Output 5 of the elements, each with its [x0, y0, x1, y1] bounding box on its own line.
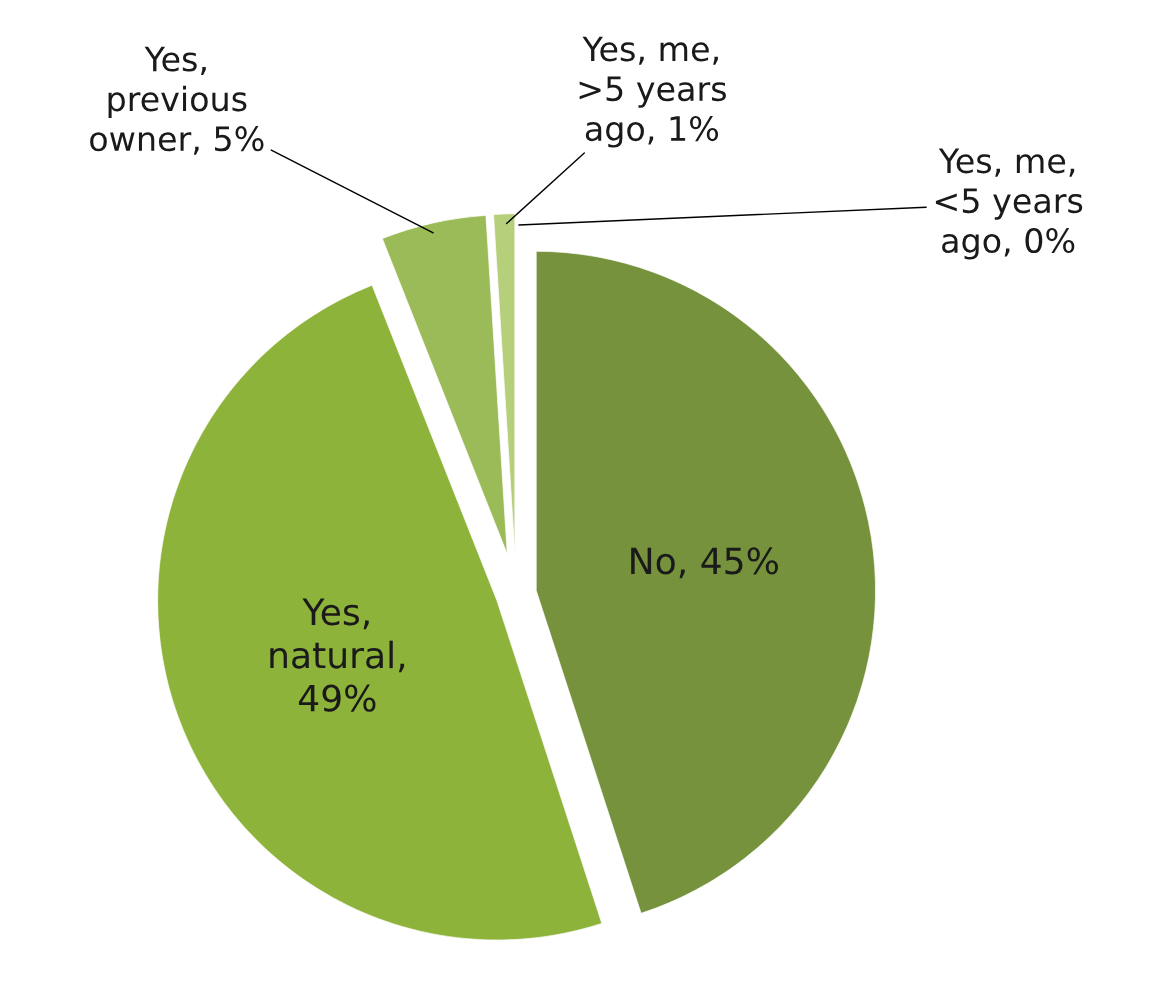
slice-label: Yes, me, >5 years ago, 1%	[579, 36, 726, 148]
slice-label: No, 45%	[631, 547, 778, 579]
slice-label: Yes, natural, 49%	[270, 598, 405, 712]
slice-label: Yes, previous owner, 5%	[90, 46, 264, 155]
category-label: Yes, me, <5 years ago, 0%	[935, 148, 1083, 260]
